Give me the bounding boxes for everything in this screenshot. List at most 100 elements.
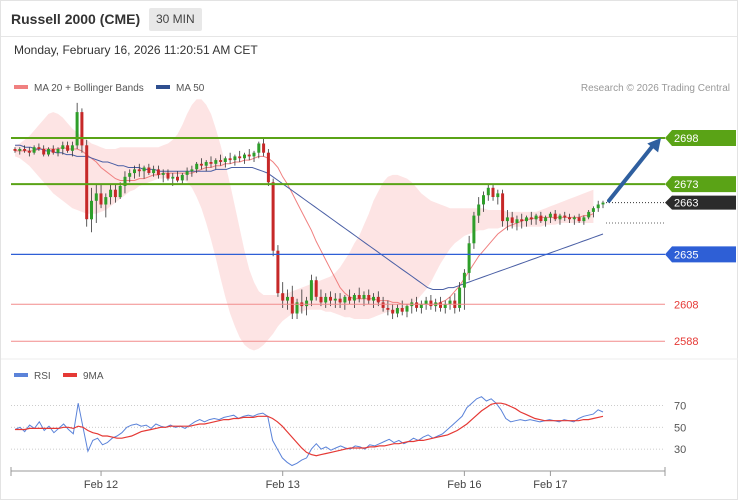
rsi-ma-line [15, 402, 604, 457]
candle-body [529, 217, 533, 220]
rsi-legend-swatch [14, 373, 28, 377]
candle-body [27, 150, 31, 153]
bollinger-band [15, 99, 594, 351]
candle-body [247, 154, 251, 157]
candle-body [61, 145, 65, 149]
chart-header: Russell 2000 (CME) 30 MIN [1, 1, 737, 37]
candle-body [372, 296, 375, 301]
candle-body [591, 208, 595, 212]
candle-body [548, 213, 552, 218]
candle-body [195, 163, 199, 170]
candle-body [496, 193, 500, 198]
target-label: 2588 [674, 336, 698, 348]
x-axis-label: Feb 12 [84, 479, 118, 491]
candle-body [180, 174, 184, 181]
x-axis-label: Feb 16 [447, 479, 481, 491]
last-price-label: 2663 [674, 198, 698, 210]
candle-body [166, 173, 170, 179]
candle-body [596, 204, 600, 209]
candle-body [18, 149, 22, 151]
candle-body [47, 149, 50, 155]
ma20-legend-swatch [14, 85, 28, 89]
timestamp: Monday, February 16, 2026 11:20:51 AM CE… [14, 43, 258, 57]
candle-body [161, 173, 165, 175]
candle-body [319, 296, 323, 303]
candle-body [37, 147, 41, 149]
candle-body [357, 295, 361, 299]
candle-body [75, 112, 79, 146]
candle-body [51, 149, 55, 153]
ma50-legend-label: MA 50 [176, 83, 205, 94]
candle-body [228, 158, 232, 161]
candle-body [262, 143, 266, 153]
candle-body [190, 169, 194, 172]
candle-body [137, 169, 141, 172]
candle-body [185, 171, 189, 175]
candle-body [376, 296, 380, 303]
timeframe-badge[interactable]: 30 MIN [149, 8, 202, 31]
candle-body [501, 193, 505, 222]
resistance-label-box [665, 176, 736, 193]
candle-body [486, 187, 490, 196]
candle-body [352, 295, 356, 301]
candle-body [104, 197, 108, 205]
candle-body [133, 169, 136, 174]
candle-body [295, 302, 299, 314]
candle-body [333, 298, 337, 301]
resistance-label: 2698 [674, 133, 698, 145]
candle-body [238, 156, 242, 159]
candle-body [281, 293, 285, 301]
ma9-legend-swatch [63, 373, 77, 377]
ma50-line [15, 144, 604, 290]
candle-body [424, 300, 428, 305]
rsi-tick-label: 70 [674, 400, 686, 412]
candle-body [381, 302, 385, 308]
resistance-label-box [665, 129, 736, 146]
main-legend: MA 20 + Bollinger Bands MA 50 Research ©… [14, 83, 730, 94]
candle-body [147, 167, 151, 173]
candle-body [491, 187, 495, 197]
candle-body [13, 149, 17, 151]
candle-body [223, 158, 227, 162]
target-label: 2608 [674, 299, 698, 311]
candle-body [510, 217, 514, 223]
candle-body [477, 204, 481, 216]
candle-body [505, 217, 509, 222]
candle-body [176, 176, 179, 181]
candle-body [458, 287, 462, 308]
candle-body [214, 160, 218, 164]
research-credit: Research © 2026 Trading Central [581, 83, 730, 94]
candle-body [209, 162, 213, 164]
candle-body [415, 302, 419, 308]
candle-body [472, 215, 476, 244]
candle-body [338, 298, 342, 303]
candle-body [156, 169, 160, 175]
candle-body [534, 215, 538, 220]
candle-body [462, 272, 466, 288]
candle-body [56, 149, 60, 153]
candle-body [266, 152, 270, 183]
candle-body [391, 309, 395, 314]
support-label-box [665, 246, 736, 263]
candle-body [128, 173, 132, 177]
candle-body [544, 217, 548, 222]
candle-body [66, 145, 70, 151]
candle-body [395, 308, 399, 314]
candle-body [601, 202, 605, 205]
candle-body [305, 300, 309, 307]
candle-body [123, 176, 127, 186]
instrument-title: Russell 2000 (CME) [11, 11, 141, 27]
candle-body [563, 215, 567, 218]
candle-body [199, 163, 203, 166]
candle-body [572, 217, 576, 220]
candle-body [290, 296, 294, 314]
candle-body [443, 304, 447, 308]
rsi-line [14, 396, 604, 467]
candle-body [142, 167, 146, 172]
candle-body [109, 189, 113, 198]
rsi-legend-label: RSI [34, 371, 51, 382]
candle-body [439, 302, 442, 308]
candle-body [171, 176, 175, 179]
candle-body [23, 149, 27, 151]
candle-body [90, 200, 93, 220]
